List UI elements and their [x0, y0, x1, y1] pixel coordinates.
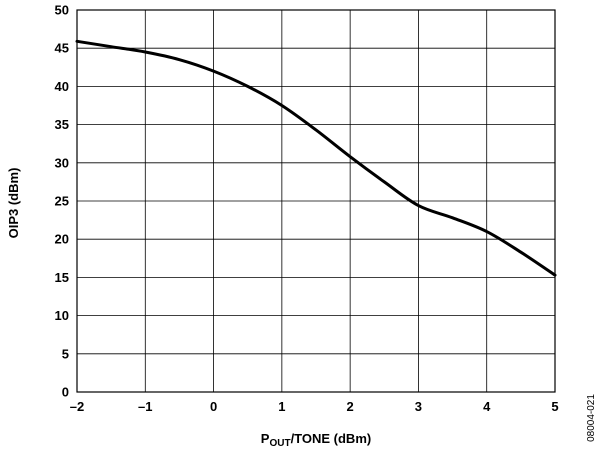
- x-tick-label: 1: [278, 399, 285, 414]
- y-tick-labels: 0 5 10 15 20 25 30 35 40 45 50: [55, 3, 69, 400]
- x-tick-labels: –2 –1 0 1 2 3 4 5: [70, 399, 559, 414]
- x-tick-label: 3: [415, 399, 422, 414]
- y-tick-label: 15: [55, 270, 69, 285]
- x-axis-title: POUT/TONE (dBm): [261, 431, 371, 449]
- y-tick-label: 20: [55, 232, 69, 247]
- figure-code: 08004-021: [586, 394, 597, 442]
- y-tick-label: 45: [55, 41, 69, 56]
- x-tick-label: 0: [210, 399, 217, 414]
- y-tick-label: 10: [55, 308, 69, 323]
- x-tick-label: –1: [138, 399, 152, 414]
- y-tick-label: 50: [55, 3, 69, 18]
- oip3-series-line: [75, 39, 557, 277]
- y-axis-title: OIP3 (dBm): [6, 168, 21, 239]
- y-tick-label: 35: [55, 117, 69, 132]
- plot-frame: [76, 9, 556, 393]
- x-tick-label: 2: [347, 399, 354, 414]
- x-tick-label: 4: [483, 399, 491, 414]
- x-tick-label: 5: [551, 399, 558, 414]
- y-tick-label: 40: [55, 79, 69, 94]
- grid-lines: [76, 9, 556, 393]
- y-tick-label: 25: [55, 194, 69, 209]
- y-tick-label: 30: [55, 155, 69, 170]
- x-tick-label: –2: [70, 399, 84, 414]
- y-tick-label: 0: [62, 385, 69, 400]
- y-tick-label: 5: [62, 346, 69, 361]
